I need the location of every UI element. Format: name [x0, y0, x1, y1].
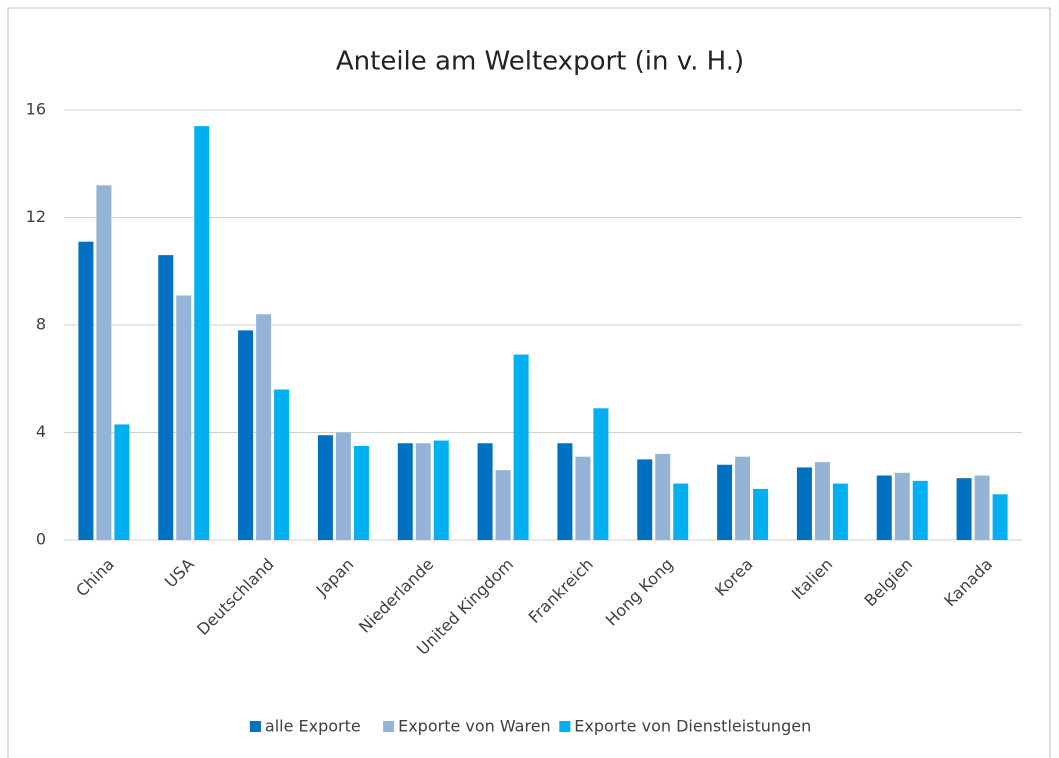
bar [335, 432, 351, 540]
bar [753, 488, 769, 540]
legend-swatch [249, 721, 261, 732]
bar [194, 126, 210, 540]
bar [673, 483, 689, 540]
y-tick-label: 8 [36, 315, 46, 334]
bar [114, 424, 130, 540]
bar [717, 464, 733, 540]
legend-label: Exporte von Dienstleistungen [574, 717, 811, 736]
bar [796, 467, 812, 540]
bar [256, 314, 272, 540]
bar [894, 472, 910, 540]
bar [814, 462, 830, 540]
chart-title: Anteile am Weltexport (in v. H.) [336, 47, 744, 77]
y-tick-label: 16 [26, 100, 46, 119]
legend-swatch [559, 721, 571, 732]
bar [415, 443, 431, 540]
bar [433, 440, 449, 540]
bar [735, 456, 751, 540]
bar [956, 478, 972, 540]
bar [96, 185, 112, 540]
bar [78, 241, 94, 540]
bar [176, 295, 192, 540]
bar [912, 480, 928, 540]
bar [655, 454, 671, 540]
bar [637, 459, 653, 540]
bar [495, 470, 511, 540]
bar [832, 483, 848, 540]
bar [876, 475, 892, 540]
y-tick-label: 4 [36, 422, 46, 441]
bar [992, 494, 1008, 540]
bar [238, 330, 254, 540]
bar [158, 255, 174, 540]
bar [317, 435, 333, 540]
bar [593, 408, 609, 540]
bar [974, 475, 990, 540]
bar [513, 354, 529, 540]
y-tick-label: 0 [36, 530, 46, 549]
bar [477, 443, 493, 540]
y-tick-label: 12 [26, 207, 46, 226]
legend-swatch [383, 721, 395, 732]
bar [397, 443, 413, 540]
bar [557, 443, 573, 540]
bar [575, 456, 591, 540]
legend-label: Exporte von Waren [398, 717, 551, 736]
bar [274, 389, 290, 540]
legend-label: alle Exporte [265, 717, 361, 736]
bar [353, 445, 369, 540]
